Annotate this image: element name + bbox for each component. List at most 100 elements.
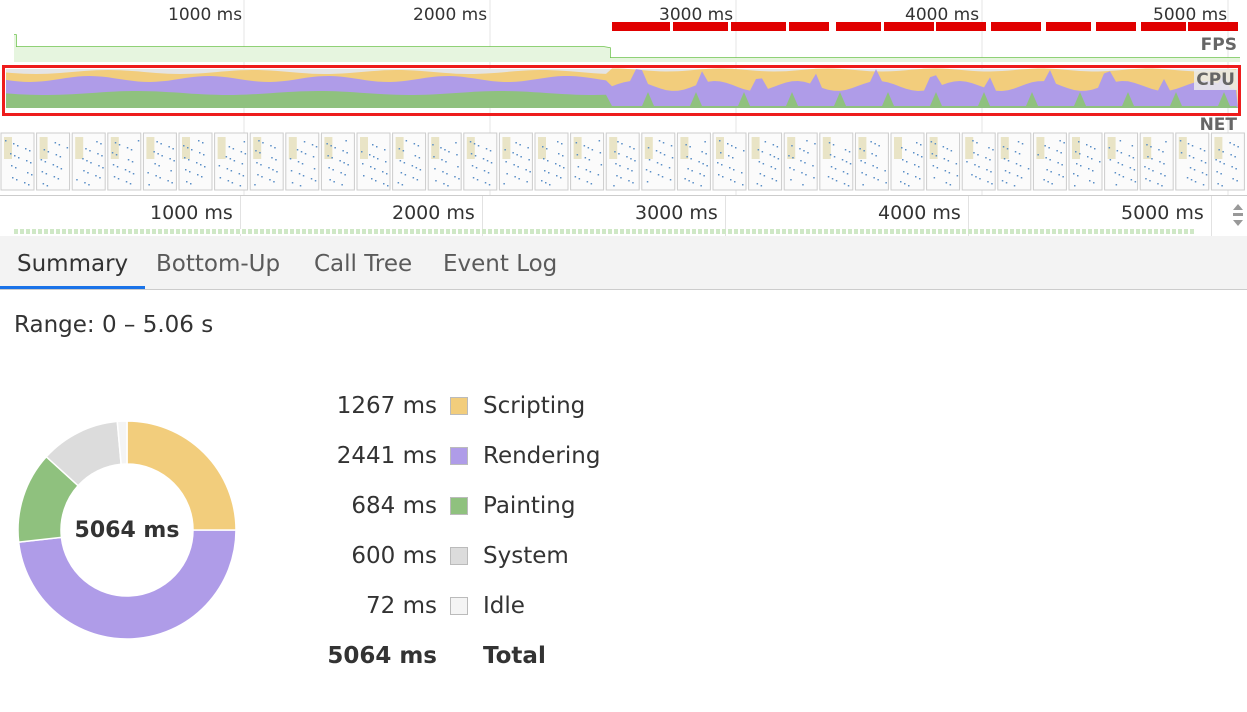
thumbnail-dot xyxy=(483,170,486,172)
tab-call-tree[interactable]: Call Tree xyxy=(314,251,413,277)
thumbnail-dot xyxy=(921,156,923,158)
thumbnail-dot xyxy=(563,167,565,169)
thumbnail-dot xyxy=(233,160,236,162)
thumbnail-dot xyxy=(1016,175,1019,177)
thumbnail-dot xyxy=(517,166,519,168)
thumbnail-dot xyxy=(1130,179,1133,181)
thumbnail-dot xyxy=(1091,158,1093,160)
legend-row-total: 5064 ms Total xyxy=(0,643,700,673)
thumbnail-dot xyxy=(26,160,28,162)
thumbnail-dot xyxy=(219,177,222,179)
thumbnail-dot xyxy=(764,141,767,143)
thumbnail-dot xyxy=(1189,167,1192,169)
overview-graph[interactable] xyxy=(0,0,1247,195)
thumbnail-dot xyxy=(560,177,562,179)
thumbnail-panel xyxy=(1000,137,1009,159)
thumbnail-dot xyxy=(802,184,804,186)
legend-swatch-rendering xyxy=(450,447,468,465)
thumbnail-dot xyxy=(384,149,386,151)
thumbnail-dot xyxy=(589,171,592,173)
thumbnail-dot xyxy=(276,171,278,173)
thumbnail-dot xyxy=(13,143,15,145)
legend-row-rendering: 2441 ms Rendering xyxy=(0,443,700,473)
thumbnail-dot xyxy=(742,184,744,186)
thumbnail-dot xyxy=(931,153,934,155)
legend-value: 1267 ms xyxy=(336,393,437,419)
thumbnail-dot xyxy=(600,164,603,166)
long-frame-marker xyxy=(1096,22,1136,31)
thumbnail-dot xyxy=(1002,146,1005,148)
thumbnail-dot xyxy=(1163,163,1165,165)
thumbnail-dot xyxy=(585,169,588,171)
thumbnail-dot xyxy=(777,158,780,160)
timeline-ruler[interactable]: 1000 ms 2000 ms 3000 ms 4000 ms 5000 ms xyxy=(0,195,1247,236)
thumbnail-dot xyxy=(613,185,615,187)
thumbnail-dot xyxy=(621,143,623,145)
thumbnail-dot xyxy=(173,160,175,162)
thumbnail-dot xyxy=(930,141,933,143)
long-frame-marker xyxy=(1141,22,1186,31)
thumbnail-panel xyxy=(431,137,440,159)
thumbnail-dot xyxy=(629,146,631,148)
thumbnail-dot xyxy=(788,155,790,157)
thumbnail-dot xyxy=(328,167,330,169)
thumbnail-dot xyxy=(758,161,761,163)
thumbnail-dot xyxy=(991,183,993,185)
thumbnail-dot xyxy=(270,145,272,147)
thumbnail-dot xyxy=(847,185,850,187)
fps-area xyxy=(14,35,1240,62)
thumbnail-dot xyxy=(743,150,745,152)
thumbnail-panel xyxy=(538,137,546,159)
thumbnail-dot xyxy=(10,153,12,155)
thumbnail-panel xyxy=(1072,137,1080,159)
timeline-overview[interactable]: 1000 ms 2000 ms 3000 ms 4000 ms 5000 ms … xyxy=(0,0,1247,195)
cpu-track-highlight xyxy=(2,65,1241,116)
thumbnail-dot xyxy=(945,182,948,184)
thumbnail-dot xyxy=(1109,159,1112,161)
ruler-divider xyxy=(725,196,726,236)
thumbnail-dot xyxy=(859,148,861,150)
thumbnail-dot xyxy=(314,180,317,182)
tab-bottom-up[interactable]: Bottom-Up xyxy=(156,251,281,277)
thumbnail-dot xyxy=(441,159,443,161)
thumbnail-dot xyxy=(831,178,834,180)
thumbnail-dot xyxy=(700,185,702,187)
thumbnail-dot xyxy=(733,169,735,171)
thumbnail-dot xyxy=(289,158,292,160)
scroll-up-icon[interactable] xyxy=(1233,204,1243,210)
thumbnail-dot xyxy=(403,162,406,164)
thumbnail-dot xyxy=(871,153,873,155)
thumbnail-dot xyxy=(918,166,920,168)
thumbnail-dot xyxy=(671,157,674,159)
thumbnail-dot xyxy=(1205,174,1208,176)
tab-summary[interactable]: Summary xyxy=(0,236,146,289)
tab-event-log[interactable]: Event Log xyxy=(443,251,558,277)
thumbnail-dot xyxy=(128,171,131,173)
thumbnail-dot xyxy=(1015,163,1018,165)
scroll-down-icon[interactable] xyxy=(1233,220,1243,226)
thumbnail-dot xyxy=(1090,146,1092,148)
thumbnail-dot xyxy=(87,172,89,174)
thumbnail-dot xyxy=(14,155,16,157)
thumbnail-dot xyxy=(934,143,937,145)
scroll-grip-icon xyxy=(1233,213,1243,216)
legend-row-painting: 684 ms Painting xyxy=(0,493,700,523)
thumbnail-dot xyxy=(15,167,17,169)
thumbnail-dot xyxy=(1048,147,1050,149)
thumbnail-dot xyxy=(865,174,867,176)
thumbnail-dot xyxy=(662,142,665,144)
ruler-scroll-control[interactable] xyxy=(1233,204,1243,230)
thumbnail-panel xyxy=(502,137,511,159)
thumbnail-dot xyxy=(1044,145,1046,147)
thumbnail-dot xyxy=(147,172,149,174)
screenshot-thumbnail[interactable] xyxy=(1210,132,1245,191)
thumbnail-panel xyxy=(146,137,155,159)
thumbnail-dot xyxy=(936,167,939,169)
thumbnail-dot xyxy=(543,158,545,160)
thumbnail-dot xyxy=(1218,149,1220,151)
thumbnail-dot xyxy=(272,169,274,171)
thumbnail-dot xyxy=(155,175,157,177)
thumbnail-dot xyxy=(805,174,807,176)
thumbnail-dot xyxy=(1099,161,1101,163)
thumbnail-dot xyxy=(732,157,734,159)
